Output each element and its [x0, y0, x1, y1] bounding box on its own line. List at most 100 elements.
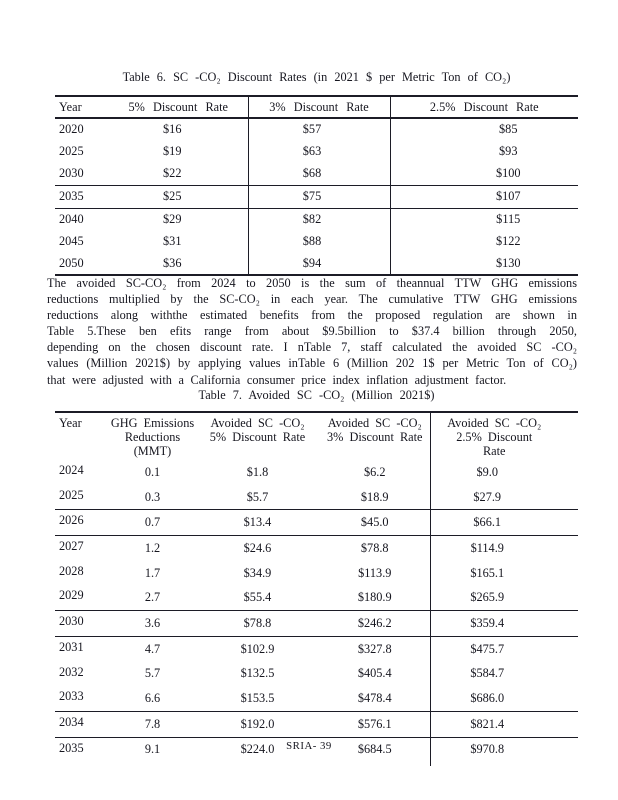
spacer-cell [110, 762, 195, 766]
value-cell: 7.8 [110, 711, 195, 738]
table-row: 2025 $19 $63 $93 [55, 140, 578, 163]
value-cell: $93 [389, 140, 578, 163]
table-row: 2033 6.6 $153.5 $478.4 $686.0 [55, 686, 578, 712]
value-cell: $94 [247, 252, 390, 276]
table-row: 2050 $36 $94 $130 [55, 252, 578, 276]
value-cell: $13.4 [195, 509, 320, 537]
value-cell: $9.0 [429, 460, 578, 485]
year-cell: 2030 [55, 162, 125, 186]
paragraph-line: reductions along withthe estimated benef… [47, 308, 577, 323]
table-row [55, 762, 578, 767]
table6-header-row: Year 5% Discount Rate 3% Discount Rate 2… [55, 96, 578, 119]
value-cell: $478.4 [320, 686, 430, 712]
value-cell: 3.6 [110, 610, 195, 637]
paragraph-line: that were adjusted with a California con… [47, 372, 507, 387]
year-cell: 2034 [55, 711, 110, 738]
value-cell: 9.1 [144, 742, 161, 757]
paragraph-line: values (Million 2021$) by applying value… [47, 356, 577, 371]
value-cell: $100 [389, 162, 578, 186]
year-cell: 2040 [59, 212, 84, 226]
year-cell: 2035 [55, 185, 125, 209]
value-cell: $31 [163, 233, 182, 248]
column-header-year: Year [55, 96, 125, 119]
value-cell: $821.4 [429, 711, 578, 738]
value-cell: 2.7 [110, 585, 195, 612]
year-cell: 2025 [55, 484, 110, 511]
value-cell: $85 [389, 118, 578, 141]
table-row: 2035 9.1 $224.0 $684.5 $970.8 [55, 737, 578, 763]
table-row: 2024 0.1 $1.8 $6.2 $9.0 [55, 460, 578, 485]
year-cell: 2033 [55, 686, 110, 712]
value-cell: 1.7 [144, 565, 161, 580]
year-cell: 2029 [55, 585, 110, 612]
value-cell: 0.3 [110, 484, 195, 511]
value-cell: $63 [247, 140, 390, 163]
value-cell: $22 [125, 162, 248, 186]
year-cell: 2045 [59, 233, 84, 248]
spacer-cell [55, 762, 110, 766]
value-cell: $584.7 [429, 661, 578, 687]
value-cell: $265.9 [429, 585, 578, 612]
year-cell: 2028 [59, 563, 84, 578]
year-cell: 2050 [59, 255, 84, 270]
table-row: 2029 2.7 $55.4 $180.9 $265.9 [55, 585, 578, 612]
value-cell: $192.0 [195, 711, 320, 738]
table-row: 2027 1.2 $24.6 $78.8 $114.9 [55, 535, 578, 561]
value-cell: $132.5 [240, 666, 275, 681]
value-cell: $475.7 [429, 636, 578, 662]
value-cell: 4.7 [144, 641, 161, 656]
paragraph-line: depending on the chosen discount rate. I… [47, 340, 577, 355]
column-header-year: Year [59, 416, 82, 430]
table-row: 2031 4.7 $102.9 $327.8 $475.7 [55, 636, 578, 662]
value-cell: $45.0 [320, 509, 430, 537]
column-header-2_5pct: 2.5% Discount Rate [389, 96, 578, 119]
value-cell: $153.5 [195, 686, 320, 712]
year-cell: 2030 [55, 610, 110, 637]
value-cell: $114.9 [429, 535, 578, 561]
column-header-3pct: Avoided SC -CO₂ 3% Discount Rate [327, 416, 423, 444]
table-row: 2034 7.8 $192.0 $576.1 $821.4 [55, 711, 578, 738]
value-cell: $75 [247, 185, 390, 209]
value-cell: $165.1 [429, 560, 578, 586]
value-cell: $224.0 [240, 742, 275, 757]
paragraph-line: Table 5.These ben efits range from about… [47, 324, 577, 339]
year-cell: 2026 [55, 509, 110, 537]
value-cell: $970.8 [429, 737, 578, 763]
table-row: 2025 0.3 $5.7 $18.9 $27.9 [55, 484, 578, 511]
value-cell: $180.9 [320, 585, 430, 612]
value-cell: 0.7 [110, 509, 195, 537]
value-cell: $78.8 [360, 540, 389, 555]
value-cell: $55.4 [195, 585, 320, 612]
paragraph-line: The avoided SC-CO₂ from 2024 to 2050 is … [47, 276, 577, 290]
value-cell: $246.2 [320, 610, 430, 637]
column-header-2_5pct: Avoided SC -CO₂ 2.5% Discount Rate [429, 412, 578, 460]
body-paragraph: The avoided SC-CO₂ from 2024 to 2050 is … [47, 275, 577, 388]
value-cell: 6.6 [110, 686, 195, 712]
table6-title: Table 6. SC -CO₂ Discount Rates (in 2021… [122, 70, 511, 84]
value-cell: $36 [163, 255, 182, 270]
value-cell: 0.1 [144, 464, 161, 479]
year-cell: 2024 [59, 463, 84, 477]
table-row: 2020 $16 $57 $85 [55, 118, 578, 141]
value-cell: $18.9 [320, 484, 430, 511]
value-cell: $78.8 [195, 610, 320, 637]
value-cell: $29 [163, 212, 182, 226]
column-header-5pct: Avoided SC -CO₂ 5% Discount Rate [209, 416, 306, 444]
value-cell: $16 [163, 122, 182, 137]
value-cell: $113.9 [358, 565, 392, 580]
value-cell: $68 [247, 162, 390, 186]
spacer-cell [195, 762, 320, 766]
value-cell: $57 [247, 118, 390, 141]
page-number: SRIA- 39 [286, 740, 332, 752]
value-cell: $327.8 [357, 641, 392, 656]
value-cell: $115 [389, 208, 578, 231]
year-cell: 2020 [59, 122, 84, 137]
table7: Year GHG Emissions Reductions (MMT) Avoi… [55, 411, 578, 767]
year-cell: 2032 [59, 664, 84, 679]
spacer-cell [429, 762, 578, 767]
column-header-5pct: 5% Discount Rate [125, 96, 248, 119]
value-cell: $6.2 [363, 464, 386, 479]
value-cell: $24.6 [243, 540, 272, 555]
value-cell: $1.8 [246, 464, 269, 479]
